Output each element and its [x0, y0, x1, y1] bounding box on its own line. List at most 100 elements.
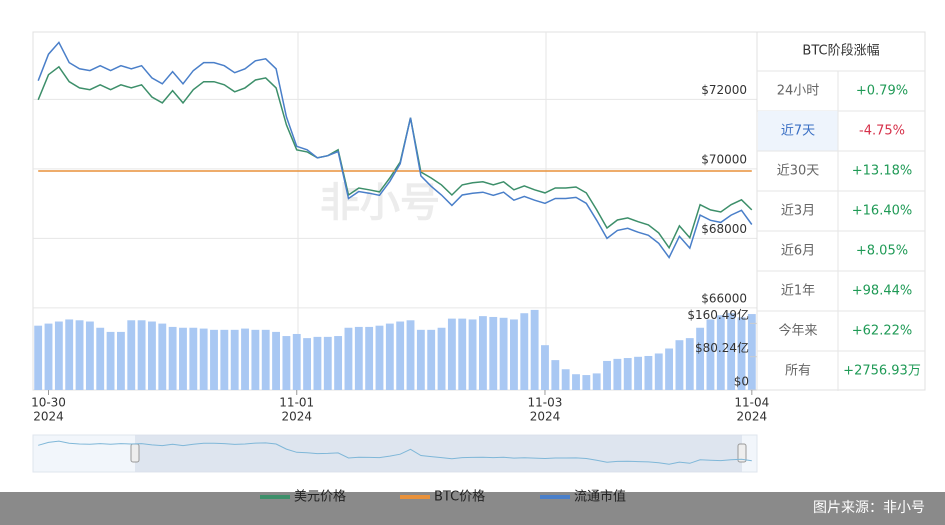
footer-bar: [0, 492, 945, 525]
period-label[interactable]: 近6月: [781, 244, 815, 259]
volume-bar: [313, 336, 322, 390]
source-note: 图片来源：非小号: [813, 500, 925, 516]
x-tick-year: 2024: [281, 410, 312, 424]
volume-bar: [747, 314, 756, 390]
volume-bar: [706, 319, 715, 390]
legend-label[interactable]: BTC价格: [434, 489, 485, 505]
series-line: [37, 41, 753, 259]
volume-bar: [623, 358, 632, 390]
volume-bar: [34, 325, 43, 390]
period-label[interactable]: 近30天: [777, 164, 820, 179]
row-highlight: [758, 111, 838, 151]
period-change: -4.75%: [859, 124, 905, 139]
volume-bar: [696, 327, 705, 390]
volume-bar: [396, 321, 405, 390]
volume-bar: [510, 319, 518, 390]
panel-title: BTC阶段涨幅: [802, 44, 879, 59]
volume-bar: [44, 323, 53, 390]
volume-bar: [282, 336, 291, 390]
period-change: +62.22%: [852, 324, 912, 339]
volume-bar: [665, 348, 674, 390]
volume-bar: [603, 360, 611, 390]
x-tick-label: 10-30: [31, 396, 66, 410]
volume-bar: [551, 360, 560, 390]
y2-tick-label: $160.49亿: [687, 307, 749, 322]
volume-bar: [737, 317, 746, 390]
volume-bar: [261, 329, 270, 390]
y-tick-label: $72000: [701, 83, 747, 97]
stats-panel: [756, 31, 926, 391]
volume-bar: [303, 338, 312, 390]
y-tick-label: $70000: [701, 152, 747, 166]
navigator-handle[interactable]: [130, 443, 140, 463]
volume-bar: [241, 328, 249, 390]
volume-bar: [220, 329, 229, 390]
volume-bar: [272, 331, 280, 390]
navigator-line: [38, 440, 752, 465]
volume-bar: [437, 327, 446, 390]
volume-bar: [168, 326, 177, 390]
legend-label[interactable]: 流通市值: [574, 489, 626, 505]
volume-bar: [334, 336, 343, 390]
navigator-handle[interactable]: [737, 443, 747, 463]
period-label[interactable]: 近1年: [781, 284, 815, 299]
series-line: [37, 65, 753, 250]
volume-bar: [65, 319, 74, 390]
volume-bar: [675, 340, 684, 390]
volume-bar: [106, 331, 115, 390]
volume-bar: [251, 329, 260, 390]
period-change: +98.44%: [852, 284, 912, 299]
volume-bar: [116, 331, 125, 390]
volume-bar: [561, 369, 570, 390]
volume-bar: [634, 356, 642, 390]
volume-bar: [85, 321, 94, 390]
volume-bar: [572, 374, 580, 390]
legend-label[interactable]: 美元价格: [294, 489, 346, 505]
volume-bar: [75, 320, 84, 390]
period-label[interactable]: 所有: [785, 364, 811, 379]
navigator-selection[interactable]: [135, 435, 742, 472]
x-tick-year: 2024: [530, 410, 561, 424]
volume-bar: [323, 336, 332, 390]
volume-bar: [230, 329, 239, 390]
volume-bar: [344, 327, 353, 390]
volume-bar: [520, 313, 529, 390]
volume-bar: [189, 327, 198, 390]
period-label[interactable]: 近3月: [781, 204, 815, 219]
volume-bar: [499, 317, 508, 390]
y2-tick-label: $80.24亿: [695, 340, 749, 355]
period-change: +0.79%: [856, 84, 908, 99]
volume-bar: [375, 325, 384, 390]
volume-bar: [96, 327, 105, 390]
volume-bar: [458, 318, 467, 390]
y-tick-label: $66000: [701, 291, 747, 305]
volume-bar: [137, 320, 146, 390]
volume-bar: [427, 329, 436, 390]
period-label[interactable]: 今年来: [778, 323, 817, 339]
x-tick-year: 2024: [737, 410, 768, 424]
period-change: +8.05%: [856, 244, 908, 259]
volume-bar: [354, 326, 363, 390]
watermark: 非小号: [320, 180, 440, 226]
volume-bar: [292, 333, 301, 390]
volume-bar: [654, 353, 663, 390]
y-tick-label: $68000: [701, 222, 747, 236]
volume-bar: [541, 345, 549, 390]
y2-tick-label: $0: [734, 375, 749, 389]
volume-bar: [489, 316, 498, 390]
volume-bar: [148, 321, 156, 390]
period-label[interactable]: 24小时: [777, 84, 820, 99]
volume-bar: [385, 323, 394, 390]
volume-bar: [54, 321, 63, 390]
period-change: +2756.93万: [843, 364, 921, 379]
volume-bar: [127, 320, 136, 390]
volume-bar: [406, 320, 415, 390]
x-tick-year: 2024: [33, 410, 64, 424]
volume-bar: [478, 316, 487, 390]
volume-bar: [727, 313, 736, 390]
volume-bar: [613, 358, 622, 390]
volume-bar: [468, 319, 477, 390]
period-label[interactable]: 近7天: [781, 124, 815, 139]
volume-bar: [365, 326, 374, 390]
